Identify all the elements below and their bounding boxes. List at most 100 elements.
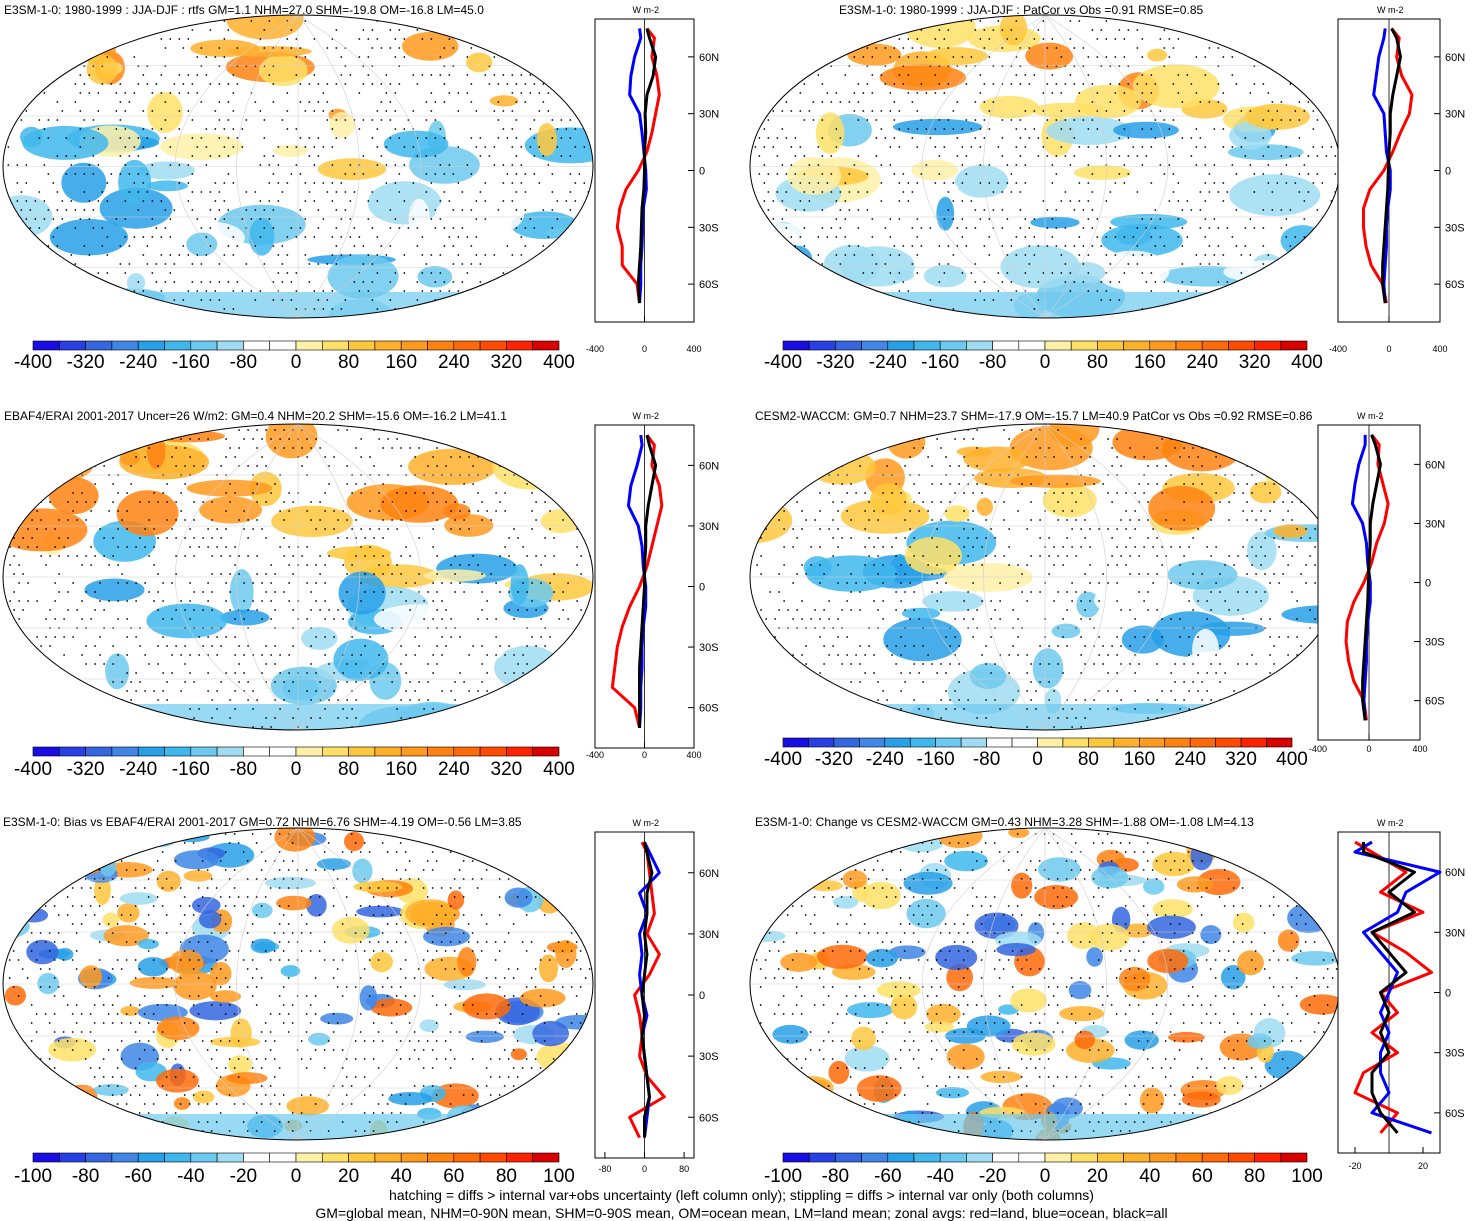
colorbar-label: 80 (1078, 749, 1099, 770)
colorbar-swatch (782, 1152, 810, 1163)
colorbar-swatch (85, 1152, 113, 1163)
ytick-label: 60N (1445, 52, 1465, 64)
colorbar-swatch (321, 1152, 349, 1163)
colorbar-swatch (374, 1152, 402, 1163)
colorbar-label: -400 (764, 749, 802, 770)
colorbar-swatch (58, 340, 86, 351)
colorbar-swatch (1201, 340, 1229, 351)
xtick-label: 0 (642, 1164, 647, 1174)
colorbar-label: -320 (815, 749, 853, 770)
ytick-label: 0 (1445, 166, 1451, 178)
colorbar-label: -320 (67, 759, 105, 780)
colorbar-swatch (1201, 1152, 1229, 1163)
xtick-label: 20 (1418, 1161, 1428, 1171)
colorbar-swatch (835, 340, 862, 351)
colorbar-swatch (453, 1152, 481, 1163)
footer-line-1: hatching = diffs > internal var+obs unce… (389, 1187, 1094, 1203)
colorbar-label: -80 (230, 759, 257, 780)
colorbar-label: -60 (124, 1166, 151, 1187)
panel-title-4: CESM2-WACCM: GM=0.7 NHM=23.7 SHM=-17.9 O… (755, 409, 1313, 423)
ytick-label: 30N (699, 521, 719, 533)
map-panel-4 (749, 423, 1341, 731)
colorbar-label: -80 (72, 1166, 99, 1187)
colorbar-swatch (1018, 1152, 1046, 1163)
colorbar-3: -400 -320 -240 -160 -80 0 80 160 240 320 400 (14, 746, 575, 780)
panel-title-1: E3SM-1-0: 1980-1999 : JJA-DJF : rtfs GM=… (4, 3, 484, 17)
colorbar-swatch (1011, 737, 1038, 748)
colorbar-swatch (859, 737, 886, 748)
colorbar-swatch (32, 340, 60, 351)
colorbar-swatch (374, 340, 402, 351)
zonal-series-all (640, 841, 654, 1138)
colorbar-swatch (808, 340, 836, 351)
zonal-series-all (636, 28, 658, 304)
colorbar-swatch (111, 746, 139, 757)
map-field (3, 828, 593, 1140)
colorbar-label: -80 (230, 352, 257, 373)
colorbar-swatch (532, 1152, 560, 1163)
xtick-label: -20 (1348, 1161, 1361, 1171)
colorbar-label: 400 (543, 759, 575, 780)
ytick-label: 60S (1445, 1108, 1465, 1120)
colorbar-swatch (400, 746, 428, 757)
colorbar-swatch (1044, 340, 1072, 351)
xtick-label: 400 (686, 750, 701, 760)
colorbar-label: -400 (14, 759, 52, 780)
colorbar-label: -240 (119, 759, 157, 780)
colorbar-swatch (269, 746, 297, 757)
ytick-label: 30S (699, 1051, 719, 1063)
colorbar-label: -40 (177, 1166, 204, 1187)
xtick-label: 0 (1366, 744, 1371, 754)
map-field (3, 424, 593, 730)
map-panel-6 (749, 827, 1341, 1141)
xtick-label: 400 (1412, 744, 1427, 754)
colorbar-swatch (216, 746, 244, 757)
colorbar-label: -100 (764, 1166, 802, 1187)
ytick-label: 60N (699, 460, 719, 472)
colorbar-swatch (348, 746, 376, 757)
profile-unit: W m-2 (633, 5, 660, 15)
colorbar-swatch (453, 340, 481, 351)
colorbar-label: -20 (979, 1166, 1006, 1187)
colorbar-label: -240 (866, 749, 904, 770)
colorbar-label: 320 (491, 759, 523, 780)
colorbar-label: 80 (1087, 352, 1108, 373)
zonal-profile-1: W m-2 60N 30N 0 30S 60S -400 0 400 (586, 5, 719, 354)
colorbar-swatch (216, 340, 244, 351)
colorbar-swatch (85, 340, 113, 351)
colorbar-swatch (835, 1152, 862, 1163)
colorbar-swatch (190, 340, 218, 351)
map-border (2, 827, 594, 1141)
colorbar-swatch (111, 1152, 139, 1163)
colorbar-swatch (1139, 737, 1166, 748)
zonal-series-all (638, 434, 658, 728)
zonal-series-all (1362, 842, 1416, 1134)
profile-unit: W m-2 (633, 818, 660, 828)
colorbar-swatch (913, 340, 941, 351)
ytick-label: 30S (1425, 637, 1445, 649)
colorbar-label: 160 (1123, 749, 1155, 770)
ytick-label: 30N (699, 929, 719, 941)
colorbar-label: -40 (926, 1166, 953, 1187)
profile-unit: W m-2 (1377, 818, 1404, 828)
map-panel-3 (2, 423, 594, 731)
ytick-label: 0 (699, 582, 705, 594)
colorbar-label: 20 (1087, 1166, 1108, 1187)
colorbar-swatch (506, 340, 533, 351)
colorbar-swatch (532, 746, 560, 757)
colorbar-swatch (939, 340, 967, 351)
colorbar-label: -400 (14, 352, 52, 373)
colorbar-swatch (887, 1152, 915, 1163)
colorbar-swatch (808, 1152, 836, 1163)
colorbar-swatch (216, 1152, 244, 1163)
ytick-label: 0 (699, 990, 705, 1002)
colorbar-swatch (1266, 737, 1293, 748)
colorbar-swatch (348, 1152, 376, 1163)
colorbar-swatch (992, 1152, 1020, 1163)
ytick-label: 30N (1425, 518, 1445, 530)
colorbar-swatch (295, 340, 323, 351)
colorbar-label: 400 (543, 352, 575, 373)
colorbar-swatch (884, 737, 911, 748)
colorbar-swatch (400, 1152, 428, 1163)
